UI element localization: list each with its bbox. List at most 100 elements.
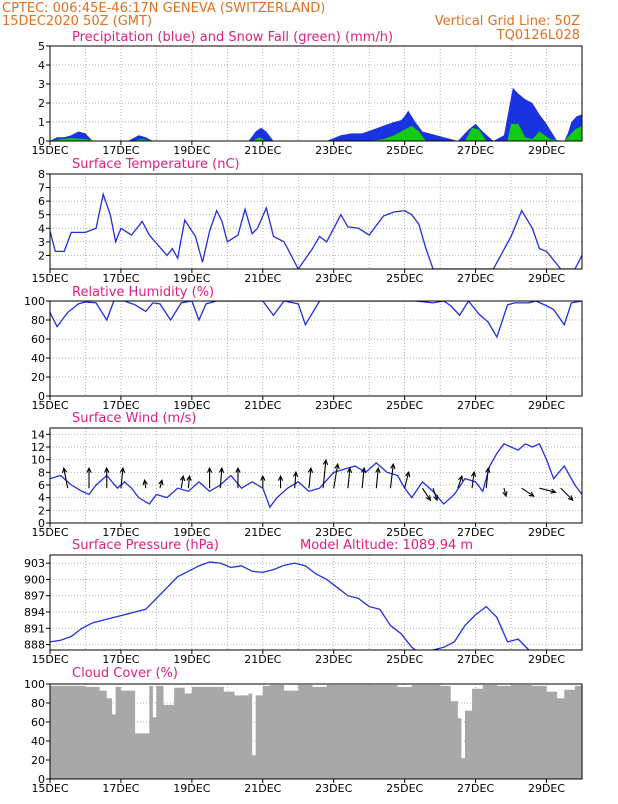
series-area-snow-fall (50, 123, 582, 141)
wind-arrow (235, 466, 241, 489)
plot-frame (49, 554, 583, 651)
y-tick-label: 20 (31, 754, 45, 767)
x-tick-label: 29DEC (528, 399, 565, 412)
x-tick-label: 25DEC (386, 653, 423, 666)
x-tick-label: 23DEC (315, 399, 352, 412)
y-tick-label: 4 (38, 492, 45, 505)
y-tick-label: 0 (38, 390, 45, 403)
y-tick-label: 60 (31, 716, 45, 729)
series-line-relative-humidity (50, 301, 582, 339)
x-tick-label: 15DEC (31, 653, 68, 666)
x-tick-label: 17DEC (102, 272, 139, 285)
y-tick-label: 3 (38, 236, 45, 249)
series-line-temperature (50, 191, 582, 269)
y-tick-label: 8 (38, 168, 45, 181)
x-tick-label: 21DEC (244, 144, 281, 157)
y-tick-label: 903 (24, 557, 45, 570)
series-line-wind-speed (50, 442, 582, 509)
precip-panel: 0 1 2 3 4 5 15DEC 17DEC 19DEC 21DEC 23DEC 25DEC 27DE… (31, 30, 583, 157)
plot-frame (49, 45, 583, 142)
wind-arrow (206, 466, 213, 489)
wind-arrow (186, 474, 192, 489)
x-tick-label: 29DEC (528, 272, 565, 285)
plot-frame (49, 427, 583, 524)
x-tick-label: 21DEC (244, 782, 281, 795)
x-tick-label: 17DEC (102, 526, 139, 539)
cloud-panel: 0 20 40 60 80 100 15DEC 17DEC 19DEC 21DEC 23DEC 25D… (24, 666, 583, 795)
x-tick-label: 25DEC (386, 526, 423, 539)
wind-arrow (142, 478, 148, 489)
humidity-marks (50, 301, 582, 339)
pressure-title: Surface Pressure (hPa) (72, 538, 219, 553)
wind-arrow (104, 466, 110, 489)
wind-arrow (470, 470, 477, 489)
pressure-panel: 888 891 894 897 900 903 15DEC 17DEC 19DEC 21DEC 23… (24, 538, 583, 666)
wind-arrow (260, 474, 266, 489)
y-tick-label: 4 (38, 59, 45, 72)
x-tick-label: 23DEC (315, 782, 352, 795)
header-grid-line: Vertical Grid Line: 50Z (435, 14, 580, 29)
header-run-id: TQ0126L028 (496, 28, 580, 43)
series-bars-cloud-cover (50, 684, 582, 779)
x-tick-label: 27DEC (457, 782, 494, 795)
plot-frame (49, 173, 583, 270)
wind-arrow (375, 466, 381, 489)
x-tick-label: 17DEC (102, 399, 139, 412)
header-date: 15DEC2020 50Z (GMT) (2, 14, 152, 29)
wind-arrow (421, 487, 432, 502)
wind-arrow (457, 474, 464, 489)
x-tick-label: 27DEC (457, 653, 494, 666)
x-tick-label: 15DEC (31, 782, 68, 795)
temperature-title: Surface Temperature (nC) (72, 157, 240, 172)
wind-arrow (61, 466, 69, 489)
x-tick-label: 19DEC (173, 526, 210, 539)
y-tick-label: 0 (38, 517, 45, 530)
y-tick-label: 900 (24, 573, 45, 586)
y-tick-label: 80 (31, 697, 45, 710)
wind-arrow (560, 487, 574, 502)
y-tick-label: 5 (38, 209, 45, 222)
wind-arrow (502, 488, 508, 498)
y-tick-label: 100 (24, 678, 45, 691)
x-tick-label: 19DEC (173, 144, 210, 157)
plot-frame (49, 683, 583, 780)
x-tick-label: 21DEC (244, 399, 281, 412)
y-tick-label: 894 (24, 606, 45, 619)
x-tick-label: 23DEC (315, 144, 352, 157)
pressure-marks (50, 561, 530, 650)
x-tick-label: 15DEC (31, 272, 68, 285)
x-tick-label: 19DEC (173, 399, 210, 412)
y-tick-label: 10 (31, 454, 45, 467)
wind-arrow (218, 466, 225, 489)
x-tick-label: 29DEC (528, 653, 565, 666)
humidity-panel: 0 20 40 60 80 100 15DEC 17DEC 19DEC 21DEC 23DEC 25D… (24, 285, 583, 412)
x-tick-label: 19DEC (173, 653, 210, 666)
series-line-surface-pressure (50, 561, 530, 650)
y-tick-label: 12 (31, 441, 45, 454)
x-tick-label: 25DEC (386, 144, 423, 157)
wind-arrow (179, 474, 186, 489)
y-tick-label: 897 (24, 590, 45, 603)
wind-arrow (158, 478, 164, 489)
wind-arrow (86, 466, 92, 489)
y-tick-label: 2 (38, 97, 45, 110)
header-location: CPTEC: 006:45E-46:17N GENEVA (SWITZERLAN… (2, 1, 325, 16)
y-tick-label: 14 (31, 428, 45, 441)
wind-arrow (292, 470, 299, 489)
y-tick-label: 4 (38, 222, 45, 235)
x-tick-label: 23DEC (315, 272, 352, 285)
wind-arrow (119, 466, 126, 489)
wind-arrow (333, 462, 340, 489)
series-area-precipitation (50, 87, 582, 141)
x-tick-label: 27DEC (457, 144, 494, 157)
y-tick-label: 6 (38, 479, 45, 492)
y-tick-label: 40 (31, 735, 45, 748)
wind-arrow (404, 470, 411, 489)
y-tick-label: 80 (31, 314, 45, 327)
wind-marks (50, 442, 582, 509)
x-tick-label: 29DEC (528, 526, 565, 539)
x-tick-label: 19DEC (173, 272, 210, 285)
x-tick-label: 21DEC (244, 653, 281, 666)
x-tick-label: 15DEC (31, 526, 68, 539)
